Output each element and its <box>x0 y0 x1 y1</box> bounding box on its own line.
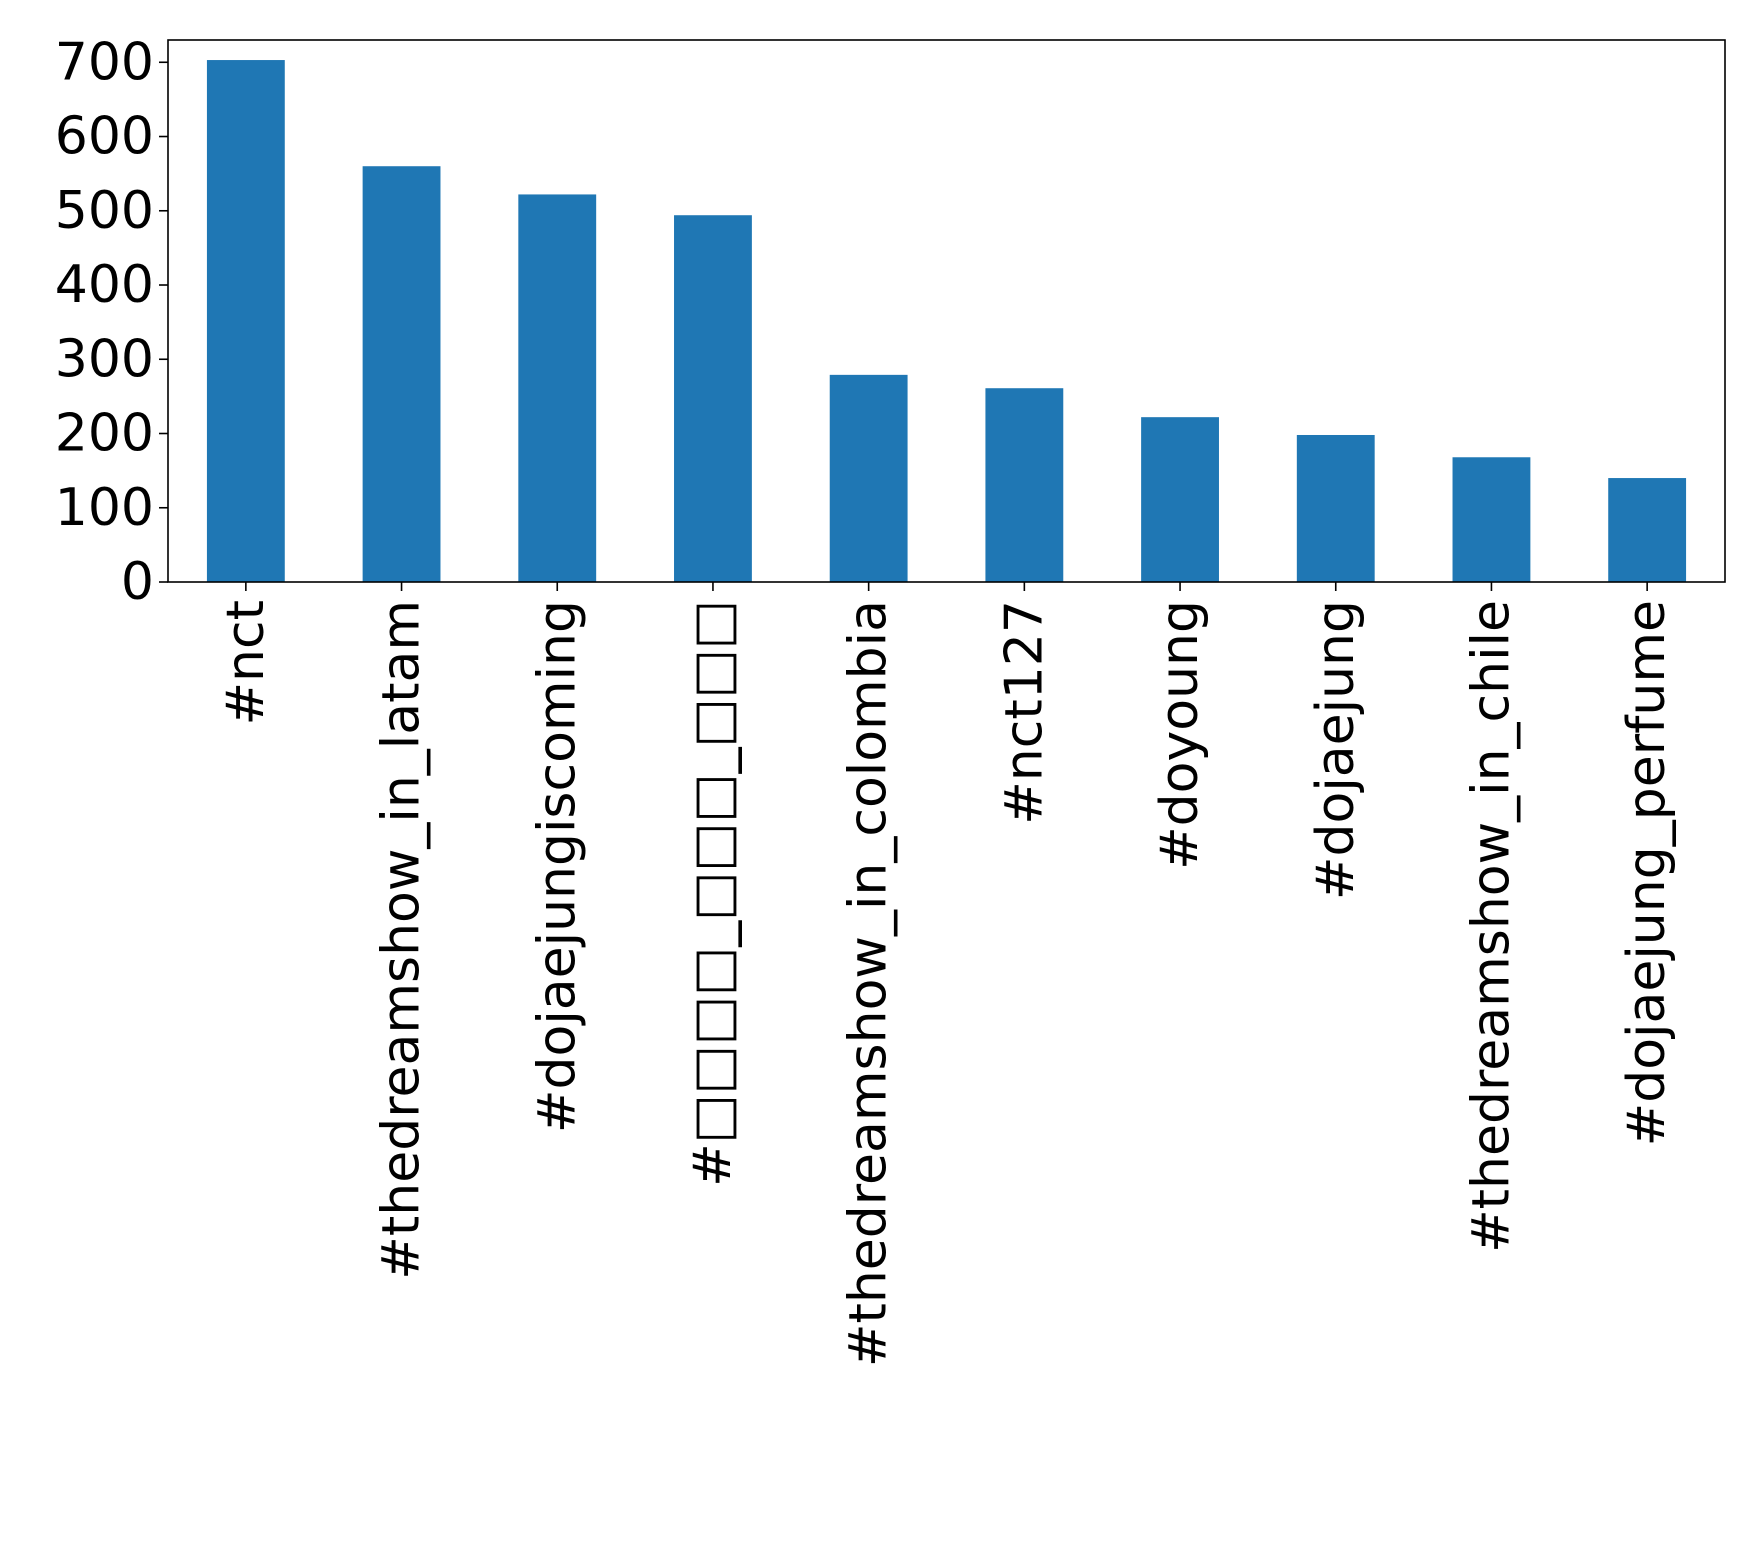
y-tick-label-4: 400 <box>55 255 154 315</box>
bar-4 <box>829 374 908 582</box>
x-tick-label-5: #nct127 <box>994 600 1054 825</box>
bar-1 <box>362 166 441 582</box>
bar-5 <box>985 388 1064 582</box>
x-tick-label-9: #dojaejung_perfume <box>1617 600 1677 1146</box>
y-tick-label-2: 200 <box>55 404 154 464</box>
x-tick-label-4: #thedreamshow_in_colombia <box>839 600 899 1367</box>
x-tick-label-8: #thedreamshow_in_chile <box>1461 600 1521 1253</box>
x-tick-label-2: #dojaejungiscoming <box>527 600 587 1133</box>
y-tick-label-3: 300 <box>55 329 154 389</box>
x-tick-label-1: #thedreamshow_in_latam <box>372 600 432 1280</box>
x-tick-label-0: #nct <box>216 600 276 726</box>
y-tick-label-6: 600 <box>55 107 154 167</box>
bar-7 <box>1296 434 1375 582</box>
plot-frame <box>167 39 1726 583</box>
y-tick-label-1: 100 <box>55 478 154 538</box>
bar-6 <box>1141 417 1219 582</box>
bar-0 <box>206 60 285 583</box>
bars-group <box>206 60 1687 583</box>
bar-8 <box>1452 457 1531 582</box>
bar-3 <box>674 215 752 582</box>
bar-9 <box>1608 478 1687 582</box>
y-tick-label-5: 500 <box>55 181 154 241</box>
x-tick-label-3: #□□□□_□□□_□□□ <box>683 600 743 1187</box>
bar-2 <box>518 194 597 583</box>
y-axis: 0 100 200 300 400 500 600 700 <box>55 32 168 612</box>
x-tick-label-7: #dojaejung <box>1306 600 1366 900</box>
x-tick-label-6: #doyoung <box>1150 600 1210 870</box>
x-axis: #nct #thedreamshow_in_latam #dojaejungisco… <box>216 582 1677 1367</box>
y-tick-label-0: 0 <box>121 552 154 612</box>
y-tick-label-7: 700 <box>55 32 154 92</box>
